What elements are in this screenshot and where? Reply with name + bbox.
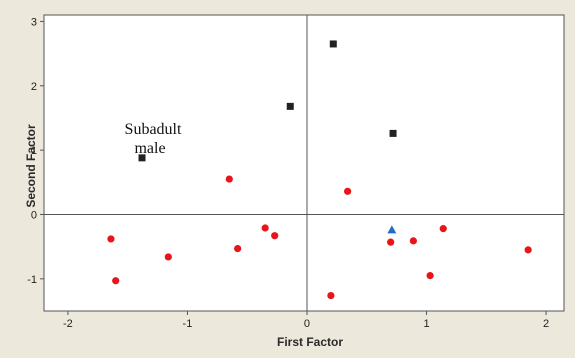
annotation-line-2: male (134, 140, 165, 157)
circle-marker (426, 272, 434, 280)
circle-marker (344, 187, 352, 195)
circle-marker (107, 235, 115, 243)
data-points (107, 40, 532, 300)
square-marker (389, 129, 397, 137)
circle-marker (409, 237, 417, 245)
triangle-marker (387, 225, 397, 234)
square-marker (138, 154, 146, 162)
x-tick-label: 0 (304, 318, 310, 330)
y-axis: -1 0 1 2 3 (27, 16, 44, 286)
circle-marker (261, 224, 269, 232)
x-axis-title: First Factor (277, 335, 343, 349)
circle-marker (112, 277, 120, 285)
y-axis-title: Second Factor (24, 124, 38, 208)
circle-marker (164, 253, 172, 261)
circle-marker (439, 225, 447, 233)
annotation-line-1: Subadult (125, 121, 182, 138)
x-tick-label: 2 (543, 318, 549, 330)
y-tick-label: 1 (31, 145, 37, 157)
circle-marker (271, 232, 279, 240)
circle-marker (234, 244, 242, 253)
y-tick-label: 0 (31, 209, 37, 221)
square-marker (329, 40, 337, 48)
y-tick-label: -1 (27, 274, 37, 286)
circle-marker (524, 246, 532, 254)
plot-area (43, 14, 565, 312)
reference-lines (44, 15, 564, 311)
x-tick-label: 1 (423, 318, 429, 330)
square-marker (286, 102, 294, 110)
circle-marker (327, 291, 335, 300)
circle-marker (387, 238, 395, 246)
x-axis: -2 -1 0 1 2 (63, 311, 549, 330)
y-tick-label: 2 (31, 81, 37, 93)
x-tick-label: -1 (183, 318, 193, 330)
circle-marker (225, 175, 233, 183)
x-tick-label: -2 (63, 318, 73, 330)
y-tick-label: 3 (31, 16, 37, 28)
